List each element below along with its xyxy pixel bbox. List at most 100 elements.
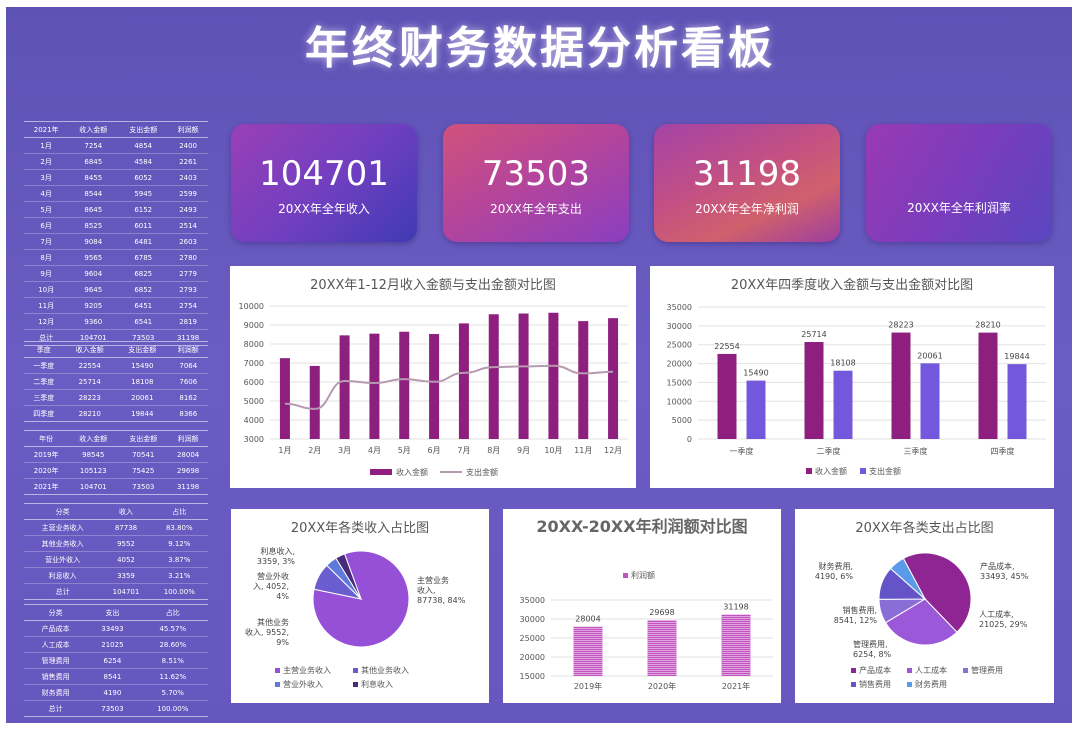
kpi-card-profit-rate: 20XX年全年利润率	[866, 124, 1052, 242]
profit-x-tick-label: 2020年	[648, 681, 676, 691]
quarter-table-cell: 8162	[168, 389, 208, 406]
income-legend-label: 主营业务收入	[283, 665, 331, 675]
income-table-row: 其他业务收入 9552 9.12%	[24, 535, 208, 552]
income-table-cell: 104701	[101, 583, 151, 600]
monthly-table-cell: 5945	[118, 185, 169, 202]
monthly-table-cell: 8544	[68, 185, 119, 202]
expense-legend-swatch	[907, 682, 912, 687]
quarter-income-bar	[717, 353, 737, 439]
expense-table-cell: 人工成本	[24, 636, 88, 653]
monthly-y-tick-label: 9000	[244, 321, 264, 330]
monthly-x-tick-label: 8月	[487, 446, 500, 455]
monthly-table-cell: 6481	[118, 233, 169, 250]
monthly-table-cell: 2514	[168, 217, 208, 234]
quarter-expense-bar	[1007, 364, 1027, 439]
monthly-table-cell: 2493	[168, 201, 208, 218]
monthly-table-row: 11月 9205 6451 2754	[24, 297, 208, 314]
monthly-income-bar	[458, 323, 469, 439]
income-table-cell: 87738	[101, 519, 151, 536]
income-table-cell: 总计	[24, 583, 102, 600]
monthly-table-cell: 6451	[118, 297, 169, 314]
kpi-label-expense: 20XX年全年支出	[490, 202, 582, 216]
monthly-table-cell: 2779	[168, 265, 208, 282]
monthly-income-bar	[309, 365, 320, 439]
monthly-table-cell: 8455	[68, 169, 119, 186]
kpi-card-net-profit: 31198 20XX年全年净利润	[654, 124, 840, 242]
monthly-income-bar	[339, 335, 350, 439]
quarter-y-tick-label: 30000	[667, 322, 692, 331]
income-legend-swatch	[353, 682, 358, 687]
income-legend-label: 其他业务收入	[361, 665, 409, 675]
expense-legend-label: 管理费用	[971, 665, 1003, 675]
legend-label-income: 收入金额	[396, 467, 428, 477]
expense-table-cell: 11.62%	[137, 668, 208, 685]
income-table-cell: 其他业务收入	[24, 535, 102, 552]
monthly-table-row: 1月 7254 4854 2400	[24, 137, 208, 154]
income-pie-label-interest: 利息收入, 3359, 3%	[257, 546, 296, 566]
expense-category-table: 分类 支出 占比 产品成本 33493 45.57% 人工成本 21025 28.60% 管理费用…	[24, 604, 208, 717]
quarter-table-header-cell: 利润额	[168, 341, 208, 358]
year-table-cell: 75425	[118, 462, 169, 479]
monthly-y-tick-label: 7000	[244, 359, 264, 368]
quarter-data-label: 15490	[743, 369, 768, 378]
quarter-expense-bar	[746, 380, 766, 439]
year-table-header-row: 年份 收入金额 支出金额 利润额	[24, 430, 208, 447]
kpi-label-profit-rate: 20XX年全年利润率	[907, 201, 1011, 215]
quarter-table-cell: 18108	[115, 373, 169, 390]
income-table-header-cell: 分类	[24, 503, 102, 520]
monthly-income-bar	[399, 331, 410, 439]
quarter-table-row: 三季度 28223 20061 8162	[24, 389, 208, 406]
quarter-data-label: 22554	[714, 342, 739, 351]
monthly-table-cell: 8645	[68, 201, 119, 218]
expense-table-row: 管理费用 6254 8.51%	[24, 652, 208, 669]
monthly-table-cell: 9645	[68, 281, 119, 298]
quarter-y-tick-label: 25000	[667, 341, 692, 350]
expense-pie-label-sales: 销售费用, 8541, 12%	[834, 605, 878, 625]
quarter-table-cell: 三季度	[24, 389, 64, 406]
expense-pie-card: 20XX年各类支出占比图 产品成本, 33493, 45% 人工成本, 21025, …	[795, 509, 1054, 703]
monthly-table: 2021年 收入金额 支出金额 利润额 1月 7254 4854 2400 2月 6845 4584…	[24, 121, 208, 346]
monthly-table-cell: 2261	[168, 153, 208, 170]
quarter-expense-bar	[920, 363, 940, 439]
expense-legend-swatch	[963, 668, 968, 673]
monthly-expense-line	[284, 364, 614, 410]
income-table-row: 利息收入 3359 3.21%	[24, 567, 208, 584]
monthly-table-cell: 2599	[168, 185, 208, 202]
monthly-income-bar	[518, 313, 529, 439]
profit-chart-title: 20XX-20XX年利润额对比图	[536, 517, 748, 536]
page-title: 年终财务数据分析看板	[305, 23, 775, 74]
quarter-y-tick-label: 15000	[667, 378, 692, 387]
profit-data-label: 29698	[649, 608, 674, 617]
monthly-income-bar	[608, 318, 619, 439]
income-table-row: 总计 104701 100.00%	[24, 583, 208, 600]
expense-pie-label-finance: 财务费用, 4190, 6%	[815, 561, 854, 581]
expense-pie-label-labor: 人工成本, 21025, 29%	[979, 609, 1028, 629]
monthly-y-tick-label: 8000	[244, 340, 264, 349]
monthly-table-row: 2月 6845 4584 2261	[24, 153, 208, 170]
monthly-table-row: 6月 8525 6011 2514	[24, 217, 208, 234]
legend-label-profit: 利润额	[631, 570, 655, 580]
expense-pie-label-product: 产品成本, 33493, 45%	[980, 561, 1029, 581]
monthly-table-cell: 2819	[168, 313, 208, 330]
monthly-table-cell: 3月	[24, 169, 69, 186]
monthly-table-cell: 10月	[24, 281, 69, 298]
monthly-table-cell: 6052	[118, 169, 169, 186]
monthly-table-cell: 9205	[68, 297, 119, 314]
expense-table-cell: 8541	[87, 668, 138, 685]
monthly-table-cell: 9月	[24, 265, 69, 282]
profit-y-tick-label: 25000	[520, 634, 545, 643]
monthly-x-tick-label: 7月	[457, 446, 470, 455]
monthly-table-cell: 4584	[118, 153, 169, 170]
monthly-table-header-cell: 2021年	[24, 121, 69, 138]
year-table-cell: 2020年	[24, 462, 69, 479]
year-table-header-cell: 年份	[24, 430, 69, 447]
year-table-header-cell: 利润额	[168, 430, 208, 447]
expense-pie-label-admin: 管理费用, 6254, 8%	[853, 639, 892, 659]
quarter-table-cell: 二季度	[24, 373, 64, 390]
quarter-chart-card: 20XX年四季度收入金额与支出金额对比图 0 5000 10000 15000 2000…	[650, 266, 1054, 488]
expense-pie-slice	[884, 598, 958, 646]
expense-table-header-cell: 分类	[24, 604, 88, 621]
expense-table-cell: 21025	[87, 636, 138, 653]
expense-table-cell: 总计	[24, 700, 88, 717]
